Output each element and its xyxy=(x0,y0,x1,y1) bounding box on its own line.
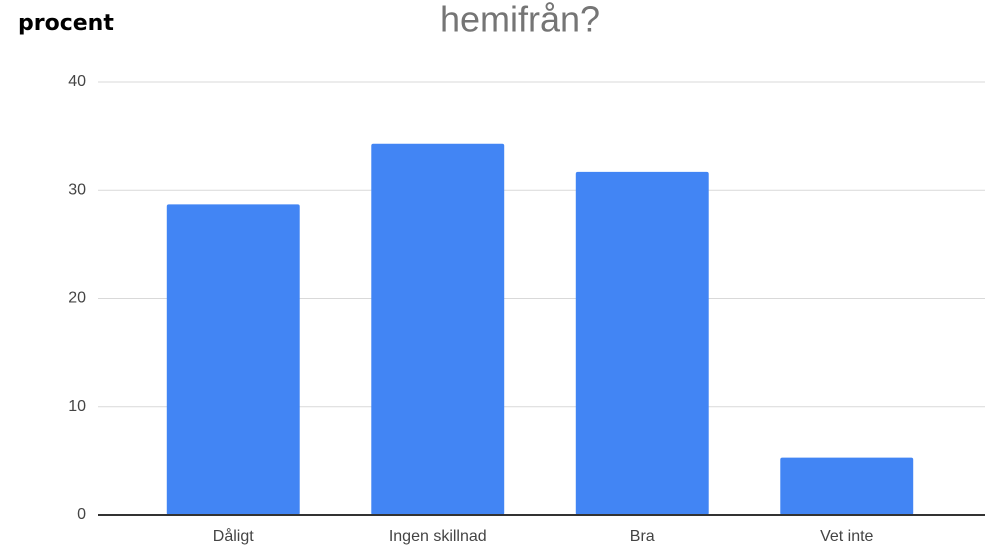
y-tick-label: 30 xyxy=(68,181,86,198)
y-tick-label: 20 xyxy=(68,290,86,307)
bar xyxy=(575,171,709,515)
x-tick-label: Dåligt xyxy=(213,527,254,545)
chart-title: hemifrån? xyxy=(440,0,600,40)
x-tick-label: Vet inte xyxy=(820,528,873,545)
y-tick-label: 0 xyxy=(77,506,86,523)
y-tick-label: 40 xyxy=(68,73,86,90)
y-tick-label: 10 xyxy=(68,398,86,415)
bar xyxy=(780,457,914,515)
y-axis-label: procent xyxy=(18,11,114,36)
x-tick-label: Bra xyxy=(630,528,655,545)
bar xyxy=(166,204,300,515)
bar xyxy=(371,143,505,515)
x-tick-label: Ingen skillnad xyxy=(389,528,487,545)
